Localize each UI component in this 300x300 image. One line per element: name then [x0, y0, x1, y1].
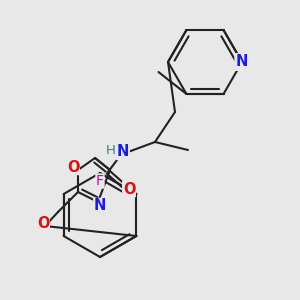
Text: N: N [94, 199, 106, 214]
Text: O: O [123, 182, 135, 196]
Text: O: O [37, 217, 49, 232]
Text: N: N [236, 55, 248, 70]
Text: N: N [117, 145, 129, 160]
Text: O: O [67, 160, 79, 175]
Text: H: H [106, 143, 116, 157]
Text: F: F [96, 174, 104, 188]
